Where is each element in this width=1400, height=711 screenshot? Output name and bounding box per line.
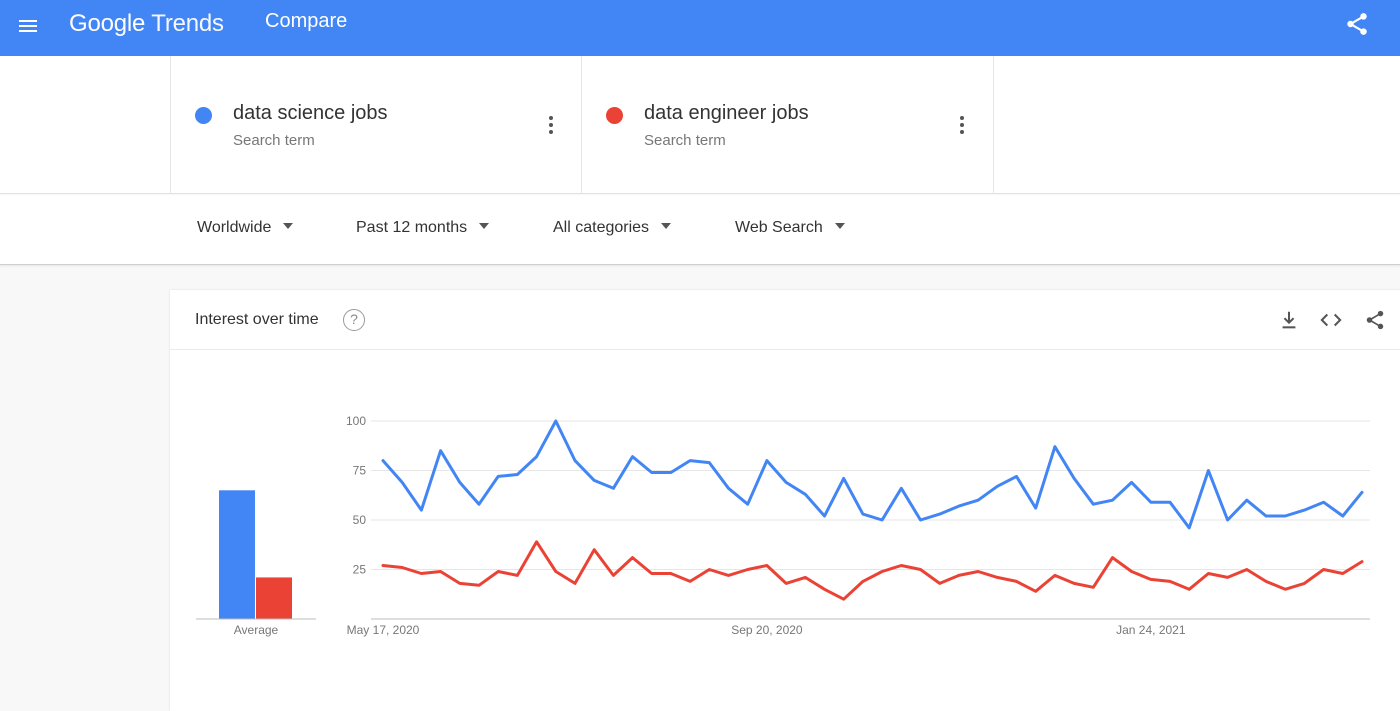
time-filter[interactable]: Past 12 months [356,219,489,241]
region-filter[interactable]: Worldwide [197,219,293,241]
time-filter-label: Past 12 months [356,219,467,236]
app-bar: Google Trends Compare [0,0,1400,56]
y-axis-ticks: 100 75 50 25 [346,414,366,577]
term-color-dot [606,107,623,124]
average-bar[interactable] [219,490,255,619]
y-tick-label: 100 [346,414,366,428]
term-type: Search term [644,132,726,149]
search-type-filter-label: Web Search [735,219,823,236]
filters-bar: Worldwide Past 12 months All categories … [0,195,1400,265]
term-name[interactable]: data science jobs [233,102,388,125]
more-options-icon[interactable] [954,114,970,136]
series-line[interactable] [383,421,1362,528]
caret-down-icon [479,223,489,229]
caret-down-icon [661,223,671,229]
x-tick-label: Jan 24, 2021 [1116,623,1186,637]
google-trends-logo[interactable]: Google Trends [69,10,224,38]
term-type: Search term [233,132,315,149]
search-term-card-2[interactable]: data engineer jobs Search term [582,56,994,194]
page-title: Compare [265,10,347,33]
search-type-filter[interactable]: Web Search [735,219,845,241]
series-line[interactable] [383,542,1362,599]
series-lines [383,421,1362,599]
search-term-card-1[interactable]: data science jobs Search term [170,56,582,194]
y-tick-label: 25 [353,563,367,577]
average-bar[interactable] [256,577,292,619]
logo-trends: Trends [151,10,224,37]
hamburger-menu-icon[interactable] [16,14,40,38]
category-filter[interactable]: All categories [553,219,671,241]
more-options-icon[interactable] [543,114,559,136]
x-axis-ticks: May 17, 2020 Sep 20, 2020 Jan 24, 2021 [347,623,1186,637]
caret-down-icon [283,223,293,229]
average-label: Average [234,623,279,637]
share-icon[interactable] [1344,11,1370,37]
x-tick-label: Sep 20, 2020 [731,623,803,637]
logo-google: Google [69,10,145,37]
category-filter-label: All categories [553,219,649,236]
term-name[interactable]: data engineer jobs [644,102,809,125]
chart-gridlines [371,421,1370,619]
caret-down-icon [835,223,845,229]
y-tick-label: 50 [353,513,367,527]
interest-chart: 100 75 50 25 Average May 17, 2020 Sep 20, 20… [170,290,1400,711]
interest-over-time-card: Interest over time ? 100 75 50 25 Average M… [170,290,1400,711]
x-tick-label: May 17, 2020 [347,623,420,637]
term-color-dot [195,107,212,124]
average-bars: Average [196,490,316,637]
y-tick-label: 75 [353,464,367,478]
region-filter-label: Worldwide [197,219,271,236]
search-terms-bar: data science jobs Search term data engin… [0,56,1400,194]
